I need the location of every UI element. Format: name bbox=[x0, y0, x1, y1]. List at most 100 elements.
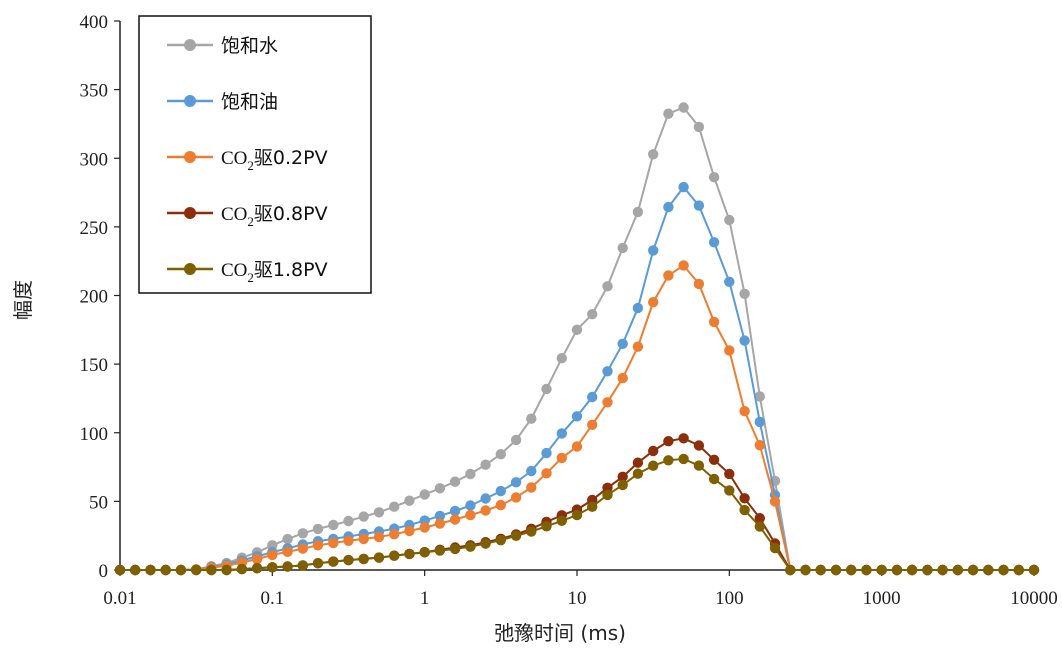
legend-label: 饱和水 bbox=[221, 35, 278, 57]
data-point bbox=[602, 281, 613, 292]
y-tick-label: 100 bbox=[80, 424, 109, 445]
data-point bbox=[632, 468, 644, 479]
data-point bbox=[648, 460, 659, 471]
data-point bbox=[358, 511, 369, 522]
y-tick-label: 350 bbox=[80, 81, 109, 102]
data-point bbox=[739, 493, 750, 504]
data-point bbox=[648, 245, 659, 256]
data-point bbox=[526, 413, 537, 424]
data-point bbox=[937, 564, 948, 576]
data-point bbox=[1013, 564, 1024, 576]
legend-label: CO2驱1.8PV bbox=[221, 259, 328, 285]
data-point bbox=[328, 537, 339, 549]
data-point bbox=[617, 242, 628, 254]
data-point bbox=[480, 538, 491, 549]
data-point bbox=[678, 260, 689, 271]
data-point bbox=[541, 521, 552, 532]
data-point bbox=[571, 509, 583, 521]
data-point bbox=[754, 416, 765, 428]
data-point bbox=[358, 553, 369, 565]
data-point bbox=[830, 564, 842, 576]
data-point bbox=[495, 499, 506, 511]
legend-marker bbox=[184, 39, 196, 51]
data-point bbox=[708, 454, 720, 465]
data-point bbox=[191, 564, 202, 576]
data-point bbox=[632, 302, 644, 314]
data-point bbox=[297, 528, 308, 539]
data-point bbox=[663, 108, 674, 119]
data-point bbox=[906, 564, 918, 576]
legend-item: CO2驱0.8PV bbox=[167, 203, 328, 229]
data-point bbox=[739, 406, 750, 417]
series-5 bbox=[114, 453, 1040, 576]
data-point bbox=[373, 531, 385, 543]
data-point bbox=[708, 237, 720, 248]
data-point bbox=[693, 460, 705, 471]
data-point bbox=[739, 504, 750, 516]
data-point bbox=[389, 550, 400, 561]
data-point bbox=[785, 564, 796, 576]
data-point bbox=[708, 172, 720, 183]
data-point bbox=[465, 468, 476, 480]
data-point bbox=[114, 564, 126, 576]
data-point bbox=[526, 482, 537, 493]
data-point bbox=[754, 513, 765, 524]
data-point bbox=[1028, 564, 1040, 576]
data-point bbox=[419, 489, 430, 500]
data-point bbox=[556, 428, 567, 439]
data-point bbox=[297, 543, 308, 554]
data-point bbox=[541, 447, 552, 459]
data-point bbox=[754, 440, 765, 451]
data-point bbox=[663, 455, 674, 466]
data-point bbox=[449, 505, 461, 517]
data-point bbox=[282, 546, 293, 557]
legend-item: 饱和油 bbox=[167, 91, 278, 113]
data-point bbox=[480, 459, 491, 470]
data-point bbox=[541, 383, 552, 395]
data-point bbox=[617, 372, 628, 384]
data-point bbox=[160, 564, 171, 576]
data-point bbox=[267, 562, 278, 573]
x-tick-label: 1 bbox=[420, 588, 430, 609]
data-point bbox=[571, 441, 583, 452]
series-layer bbox=[114, 102, 1040, 576]
data-point bbox=[769, 542, 781, 554]
data-point bbox=[663, 270, 674, 281]
data-point bbox=[587, 419, 598, 430]
data-point bbox=[617, 471, 628, 482]
data-point bbox=[236, 563, 248, 575]
data-point bbox=[495, 449, 506, 460]
y-tick-label: 150 bbox=[80, 355, 109, 376]
data-point bbox=[754, 391, 765, 402]
data-point bbox=[678, 181, 689, 193]
data-point bbox=[693, 440, 705, 451]
data-point bbox=[480, 493, 491, 504]
x-tick-label: 10 bbox=[568, 588, 587, 609]
data-point bbox=[556, 452, 567, 464]
legend-item: CO2驱0.2PV bbox=[167, 147, 328, 173]
data-point bbox=[587, 391, 598, 403]
data-point bbox=[541, 468, 552, 479]
data-point bbox=[251, 553, 263, 565]
data-point bbox=[145, 564, 156, 576]
data-point bbox=[404, 525, 415, 537]
data-point bbox=[251, 563, 263, 574]
data-point bbox=[556, 515, 567, 526]
data-point bbox=[769, 496, 781, 507]
data-point bbox=[510, 492, 522, 503]
y-ticks: 0 50 100 150 200 250 300 350 400 bbox=[80, 12, 120, 582]
data-point bbox=[449, 514, 461, 525]
data-point bbox=[648, 297, 659, 308]
data-point bbox=[343, 535, 354, 546]
legend-label: 饱和油 bbox=[221, 91, 278, 113]
data-point bbox=[282, 561, 293, 572]
data-point bbox=[693, 121, 705, 133]
x-tick-label: 0.1 bbox=[260, 588, 284, 609]
legend-marker bbox=[184, 263, 196, 275]
y-tick-label: 250 bbox=[80, 218, 109, 239]
data-point bbox=[358, 533, 369, 545]
data-point bbox=[449, 543, 461, 555]
data-point bbox=[648, 149, 659, 160]
data-point bbox=[175, 564, 187, 576]
